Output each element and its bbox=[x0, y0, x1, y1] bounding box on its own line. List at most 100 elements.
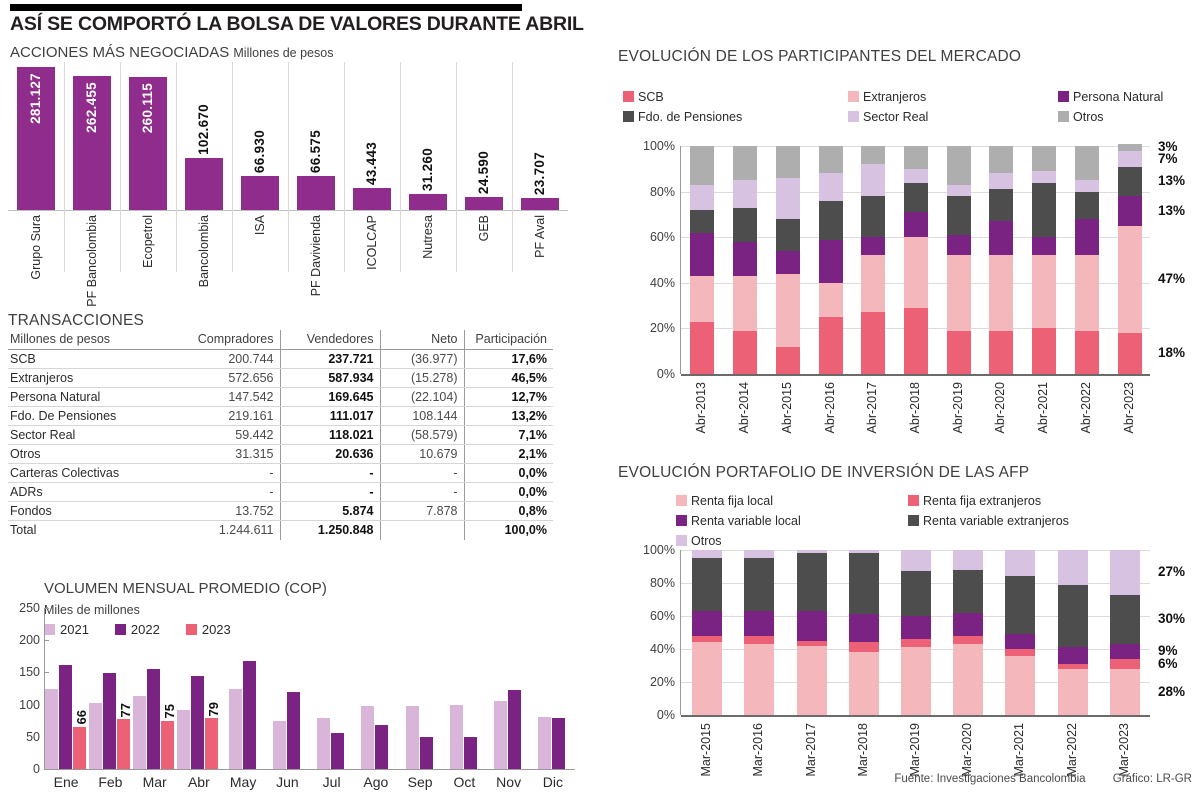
stacked-segment bbox=[1057, 647, 1088, 664]
month-bar bbox=[272, 721, 286, 769]
cell-vendedores: 111.017 bbox=[279, 406, 380, 426]
stacked-segment bbox=[861, 237, 886, 256]
cell-participacion: 7,1% bbox=[463, 425, 553, 445]
cell-participacion: 2,1% bbox=[463, 444, 553, 464]
footer: Fuente: Investigaciones Bancolombia Gráf… bbox=[870, 773, 1192, 785]
legend-swatch bbox=[676, 495, 687, 506]
most-traded-xlabel: Nutresa bbox=[421, 215, 435, 259]
month-xlabel: Ago bbox=[363, 774, 389, 790]
stacked-segment bbox=[1032, 146, 1057, 172]
stacked-segment bbox=[733, 146, 758, 181]
stacked-segment bbox=[1032, 182, 1057, 238]
stacked-bar bbox=[1005, 550, 1036, 715]
transactions-head: Millones de pesos Compradores Vendedores… bbox=[8, 330, 553, 350]
stacked-segment bbox=[1057, 584, 1088, 648]
stacked-segment bbox=[1074, 255, 1099, 331]
footer-credit: Gráfico: LR-GR bbox=[1112, 773, 1192, 785]
most-traded-gridline bbox=[288, 62, 289, 272]
month-bar bbox=[508, 689, 522, 769]
month-bar-group: 79 bbox=[177, 608, 222, 769]
legend-swatch bbox=[908, 495, 919, 506]
stacked-segment bbox=[690, 146, 715, 185]
x-axis-label: Abr-2016 bbox=[822, 382, 837, 434]
legend-item: Persona Natural bbox=[1058, 90, 1163, 104]
month-bar-group bbox=[488, 608, 532, 769]
row-label: ADRs bbox=[8, 482, 176, 502]
most-traded-unit: Millones de pesos bbox=[233, 46, 334, 60]
row-label: Carteras Colectivas bbox=[8, 463, 176, 483]
most-traded-bar-group: 23.707 bbox=[512, 62, 568, 210]
x-axis-label: Mar-2019 bbox=[908, 723, 922, 777]
month-bar bbox=[538, 717, 552, 769]
stacked-segment bbox=[953, 550, 984, 570]
stacked-segment bbox=[1005, 550, 1036, 577]
stacked-segment bbox=[1117, 150, 1142, 167]
transactions-table: Millones de pesos Compradores Vendedores… bbox=[8, 330, 553, 540]
legend-label: Fdo. de Pensiones bbox=[638, 110, 743, 124]
month-bar-group bbox=[399, 608, 443, 769]
stacked-segment bbox=[1117, 196, 1142, 226]
stacked-segment bbox=[692, 642, 723, 715]
stacked-segment bbox=[1117, 166, 1142, 197]
most-traded-bar: 281.127 bbox=[17, 66, 55, 210]
y-axis-tick: 80% bbox=[649, 184, 675, 199]
market-participants-title: EVOLUCIÓN DE LOS PARTICIPANTES DEL MERCA… bbox=[618, 48, 1022, 65]
cell-compradores: - bbox=[176, 463, 280, 483]
y-axis-tick: 50 bbox=[26, 729, 49, 744]
most-traded-bar-group: 31.260 bbox=[400, 62, 456, 210]
cell-compradores: 147.542 bbox=[176, 387, 280, 407]
stacked-segment bbox=[692, 558, 723, 612]
month-bar-group: 75 bbox=[133, 608, 178, 769]
stacked-segment bbox=[733, 180, 758, 208]
stacked-segment bbox=[1032, 237, 1057, 256]
most-traded-gridline bbox=[344, 62, 345, 272]
stacked-segment bbox=[692, 635, 723, 643]
y-axis-tick: 60% bbox=[649, 230, 675, 245]
segment-value-label: 7% bbox=[1158, 150, 1178, 166]
month-bar bbox=[133, 696, 147, 769]
legend-swatch bbox=[1058, 91, 1069, 102]
most-traded-bar-value: 66.930 bbox=[252, 129, 267, 173]
stacked-bar bbox=[818, 146, 843, 374]
stacked-segment bbox=[690, 275, 715, 322]
stacked-bar bbox=[861, 146, 886, 374]
monthly-volume-chart: VOLUMEN MENSUAL PROMEDIO (COP) Miles de … bbox=[0, 578, 590, 797]
stacked-segment bbox=[848, 550, 879, 554]
transactions-unit: Millones de pesos bbox=[8, 330, 176, 350]
most-traded-gridline bbox=[176, 62, 177, 272]
stacked-segment bbox=[690, 184, 715, 210]
month-bar bbox=[463, 736, 477, 769]
cell-participacion: 46,5% bbox=[463, 368, 553, 388]
col-neto: Neto bbox=[379, 330, 464, 350]
stacked-segment bbox=[1074, 191, 1099, 219]
stacked-segment bbox=[1109, 644, 1140, 659]
stacked-segment bbox=[848, 553, 879, 615]
cell-neto: 10.679 bbox=[379, 444, 464, 464]
month-bar bbox=[494, 701, 508, 769]
month-bar bbox=[449, 704, 463, 769]
month-bar bbox=[205, 718, 219, 769]
month-bar-group bbox=[443, 608, 487, 769]
stacked-segment bbox=[733, 241, 758, 276]
stacked-segment bbox=[953, 569, 984, 613]
cell-compradores: - bbox=[176, 482, 280, 502]
most-traded-bar: 66.930 bbox=[241, 130, 279, 210]
stacked-bar bbox=[953, 550, 984, 715]
stacked-segment bbox=[796, 550, 827, 554]
legend-swatch bbox=[1058, 111, 1069, 122]
x-axis-label: Mar-2020 bbox=[960, 723, 975, 777]
stacked-bar bbox=[1074, 146, 1099, 374]
stacked-segment bbox=[1117, 143, 1142, 151]
y-axis-tick: 200 bbox=[19, 633, 49, 648]
y-axis-tick: 20% bbox=[649, 321, 675, 336]
month-xlabel: Jul bbox=[322, 774, 341, 790]
legend-label: Renta variable extranjeros bbox=[923, 514, 1069, 528]
table-row: Otros 31.315 20.636 10.679 2,1% bbox=[8, 444, 553, 464]
stacked-segment bbox=[1117, 225, 1142, 333]
stacked-segment bbox=[989, 221, 1014, 256]
month-bar-group bbox=[532, 608, 576, 769]
stacked-segment bbox=[1032, 171, 1057, 183]
cell-neto: (36.977) bbox=[379, 349, 464, 369]
x-axis-label: Abr-2021 bbox=[1036, 382, 1051, 434]
segment-value-label: 28% bbox=[1158, 683, 1186, 699]
